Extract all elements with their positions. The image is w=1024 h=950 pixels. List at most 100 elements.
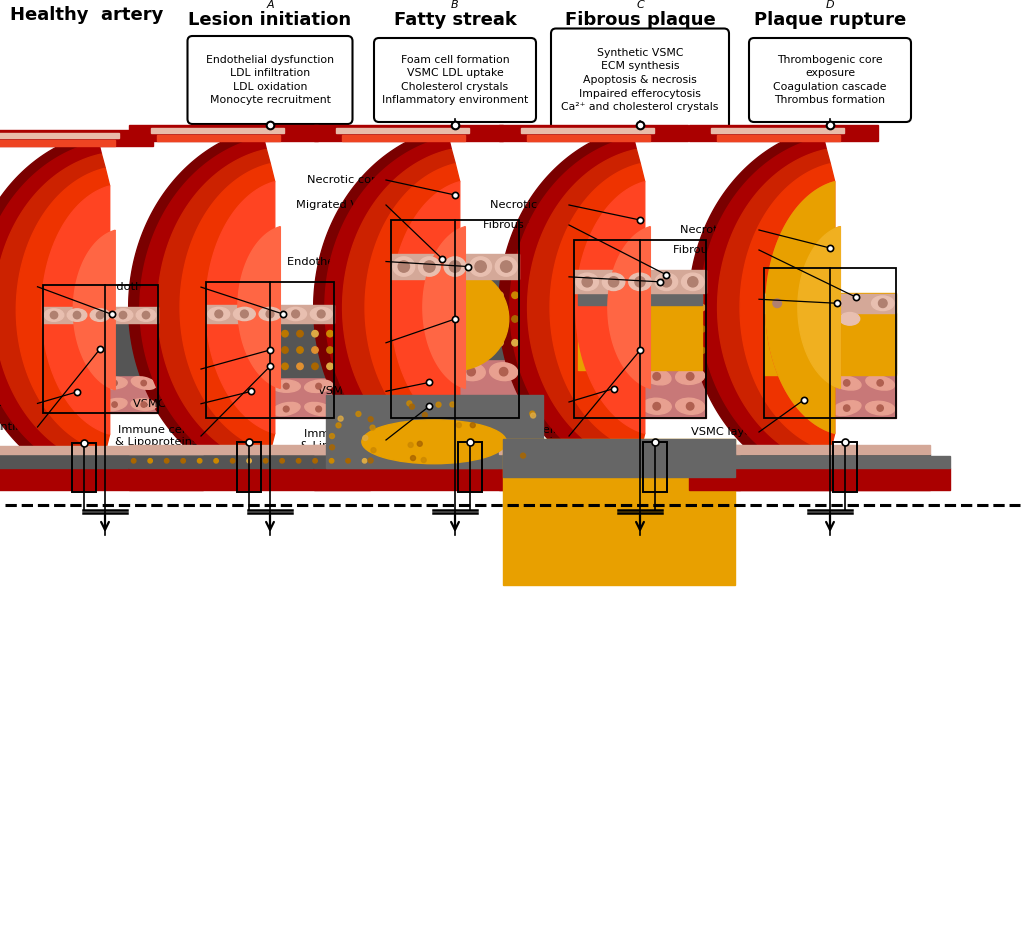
Circle shape: [422, 412, 427, 417]
FancyBboxPatch shape: [374, 38, 536, 122]
Ellipse shape: [799, 376, 827, 390]
Circle shape: [844, 405, 850, 411]
Polygon shape: [499, 127, 633, 487]
Circle shape: [662, 276, 672, 287]
Circle shape: [422, 315, 428, 322]
Polygon shape: [766, 181, 835, 433]
Circle shape: [252, 347, 258, 353]
Polygon shape: [689, 127, 823, 487]
Polygon shape: [718, 149, 830, 466]
Circle shape: [810, 405, 816, 411]
Ellipse shape: [401, 268, 509, 370]
Circle shape: [450, 261, 461, 273]
Circle shape: [251, 407, 257, 412]
Ellipse shape: [642, 398, 671, 414]
Bar: [521, 128, 654, 133]
Bar: [206, 323, 334, 377]
Circle shape: [398, 261, 410, 273]
Bar: [578, 291, 702, 305]
Circle shape: [292, 310, 299, 318]
Circle shape: [267, 363, 273, 370]
Circle shape: [606, 347, 612, 353]
Circle shape: [436, 402, 441, 408]
Bar: [689, 468, 949, 490]
Circle shape: [207, 331, 213, 337]
Circle shape: [467, 315, 473, 322]
Bar: [313, 453, 555, 468]
Circle shape: [622, 347, 628, 353]
Circle shape: [482, 339, 488, 346]
Circle shape: [637, 347, 643, 353]
Polygon shape: [74, 230, 116, 390]
Ellipse shape: [102, 398, 127, 410]
Circle shape: [590, 347, 597, 353]
Ellipse shape: [233, 308, 255, 320]
Text: A: A: [266, 0, 273, 10]
Polygon shape: [16, 168, 110, 452]
Circle shape: [776, 405, 783, 411]
Circle shape: [410, 404, 415, 409]
Circle shape: [282, 347, 288, 353]
Bar: [337, 128, 469, 133]
Circle shape: [207, 363, 213, 370]
Circle shape: [590, 304, 597, 311]
Text: Synthetic VSMC
ECM synthesis
Apoptosis & necrosis
Impaired efferocytosis
Ca²⁺ an: Synthetic VSMC ECM synthesis Apoptosis &…: [561, 48, 719, 112]
Text: B: B: [452, 0, 459, 10]
Text: Foam cell formation
VSMC LDL uptake
Cholesterol crystals
Inflammatory environmen: Foam cell formation VSMC LDL uptake Chol…: [382, 54, 528, 105]
Circle shape: [574, 347, 582, 353]
Circle shape: [467, 401, 475, 409]
Ellipse shape: [602, 274, 625, 291]
Ellipse shape: [833, 401, 861, 415]
Circle shape: [327, 363, 333, 370]
Text: Thrombogenic core
exposure
Coagulation cascade
Thrombus formation: Thrombogenic core exposure Coagulation c…: [773, 54, 887, 105]
Circle shape: [407, 315, 414, 322]
Circle shape: [877, 405, 884, 411]
Circle shape: [424, 261, 435, 273]
Circle shape: [879, 299, 887, 308]
Bar: [129, 125, 318, 142]
Ellipse shape: [361, 420, 507, 464]
Text: VSMC layer: VSMC layer: [318, 387, 383, 396]
Circle shape: [222, 347, 228, 353]
Ellipse shape: [458, 396, 485, 414]
Bar: [499, 468, 739, 490]
Circle shape: [668, 326, 674, 332]
Circle shape: [74, 312, 81, 319]
Circle shape: [296, 459, 301, 463]
Ellipse shape: [73, 377, 98, 390]
Circle shape: [574, 304, 582, 311]
Circle shape: [222, 363, 228, 370]
Circle shape: [112, 402, 118, 408]
Circle shape: [652, 347, 658, 353]
Circle shape: [237, 347, 244, 353]
Ellipse shape: [272, 403, 300, 416]
Ellipse shape: [682, 274, 705, 291]
Text: Intima: Intima: [347, 338, 383, 348]
Circle shape: [392, 292, 398, 298]
Ellipse shape: [114, 309, 133, 321]
Circle shape: [315, 407, 322, 412]
Bar: [0, 133, 119, 138]
Circle shape: [475, 261, 486, 273]
Ellipse shape: [310, 308, 332, 320]
Ellipse shape: [840, 313, 860, 325]
Circle shape: [497, 339, 503, 346]
Circle shape: [668, 304, 674, 311]
Text: Lesion initiation: Lesion initiation: [188, 11, 351, 29]
Text: Endothelial layer: Endothelial layer: [0, 282, 35, 292]
Text: Immune cells
& Lipoproteins: Immune cells & Lipoproteins: [300, 429, 383, 451]
Bar: [391, 220, 519, 418]
Circle shape: [330, 433, 335, 439]
Circle shape: [311, 331, 318, 337]
Circle shape: [698, 304, 706, 311]
Ellipse shape: [131, 377, 156, 390]
Bar: [689, 468, 930, 490]
Ellipse shape: [208, 308, 229, 320]
Bar: [0, 468, 203, 490]
Ellipse shape: [73, 399, 98, 410]
Circle shape: [267, 347, 273, 353]
Ellipse shape: [44, 377, 69, 390]
Polygon shape: [0, 142, 101, 479]
Ellipse shape: [833, 376, 861, 390]
Circle shape: [500, 368, 508, 376]
